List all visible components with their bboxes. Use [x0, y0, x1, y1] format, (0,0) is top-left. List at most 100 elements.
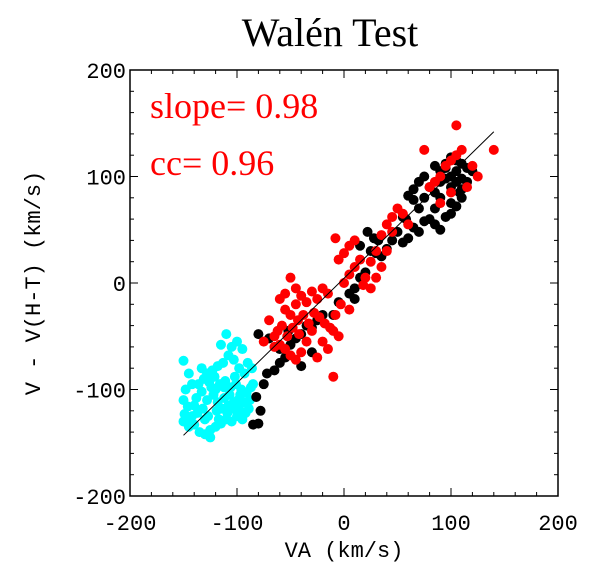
- data-point: [365, 283, 376, 294]
- data-point: [376, 230, 387, 241]
- data-point: [306, 286, 317, 297]
- y-tick-label: 0: [113, 273, 126, 298]
- data-point: [446, 187, 456, 198]
- data-point: [226, 341, 237, 352]
- data-point: [210, 384, 221, 395]
- data-point: [261, 368, 272, 379]
- data-point: [330, 309, 341, 320]
- x-tick-label: -100: [211, 512, 264, 537]
- data-point: [419, 144, 430, 155]
- data-point: [435, 171, 446, 182]
- data-point: [199, 414, 210, 425]
- data-point: [276, 320, 287, 331]
- data-point: [264, 315, 275, 326]
- data-point: [328, 371, 339, 382]
- data-point: [376, 262, 387, 273]
- data-point: [282, 331, 293, 342]
- data-point: [303, 318, 314, 329]
- cc-annotation: cc= 0.96: [150, 143, 274, 183]
- data-point: [258, 379, 269, 390]
- data-point: [488, 144, 499, 155]
- data-point: [180, 384, 191, 395]
- data-point: [446, 208, 456, 219]
- data-point: [456, 144, 467, 155]
- data-point: [462, 182, 473, 193]
- data-point: [371, 272, 382, 283]
- y-tick-label: -200: [73, 486, 126, 511]
- data-point: [344, 240, 355, 251]
- data-point: [290, 354, 301, 365]
- data-point: [419, 192, 430, 203]
- data-point: [330, 233, 341, 244]
- data-point: [322, 344, 333, 355]
- data-point: [413, 226, 424, 237]
- data-point: [335, 299, 346, 310]
- data-point: [358, 280, 369, 291]
- data-point: [317, 336, 328, 347]
- data-point: [213, 414, 224, 425]
- data-point: [349, 293, 360, 304]
- x-tick-label: 0: [337, 512, 350, 537]
- data-point: [196, 363, 207, 374]
- data-point: [403, 233, 414, 244]
- x-tick-label: 200: [538, 512, 578, 537]
- data-point: [435, 224, 446, 235]
- data-point: [381, 246, 392, 257]
- data-point: [251, 391, 262, 402]
- x-tick-label: 100: [431, 512, 471, 537]
- data-points: [178, 120, 499, 443]
- data-point: [349, 283, 360, 294]
- tick-labels: -200 -100 0 100 200 -200 -100 0 100 200: [73, 60, 578, 537]
- data-point: [301, 297, 312, 308]
- data-point: [413, 176, 424, 187]
- data-point: [344, 269, 355, 280]
- data-point: [403, 219, 414, 230]
- data-point: [280, 304, 291, 315]
- data-point: [451, 120, 462, 131]
- data-point: [333, 331, 344, 342]
- data-point: [224, 389, 235, 400]
- data-point: [312, 352, 323, 363]
- data-point: [255, 405, 266, 416]
- slope-annotation: slope= 0.98: [150, 86, 318, 126]
- data-point: [285, 272, 296, 283]
- data-point: [245, 382, 256, 393]
- y-tick-label: 100: [86, 167, 126, 192]
- data-point: [178, 355, 189, 366]
- data-point: [243, 403, 254, 414]
- data-point: [349, 262, 360, 273]
- data-point: [227, 403, 238, 414]
- fit-line: [183, 131, 495, 436]
- data-point: [290, 283, 301, 294]
- data-point: [258, 336, 269, 347]
- data-point: [306, 325, 317, 336]
- y-axis-label: V - V(H-T) (km/s): [22, 171, 47, 395]
- data-point: [178, 416, 189, 427]
- data-point: [365, 256, 376, 267]
- data-point: [339, 278, 349, 288]
- data-point: [219, 382, 230, 393]
- data-point: [312, 293, 323, 304]
- data-point: [362, 226, 373, 237]
- data-point: [274, 293, 285, 304]
- y-tick-label: -100: [73, 380, 126, 405]
- data-point: [290, 299, 301, 310]
- data-point: [205, 432, 216, 443]
- data-point: [368, 233, 379, 244]
- data-point: [234, 363, 245, 374]
- data-point: [355, 254, 366, 265]
- data-point: [229, 371, 240, 382]
- data-point: [387, 211, 398, 222]
- data-point: [202, 395, 213, 406]
- data-point: [301, 336, 312, 347]
- data-point: [223, 350, 234, 361]
- data-point: [371, 246, 382, 257]
- data-point: [467, 160, 478, 171]
- data-point: [454, 187, 465, 198]
- data-point: [387, 235, 398, 246]
- data-point: [408, 194, 419, 205]
- y-tick-label: 200: [86, 60, 126, 85]
- data-point: [413, 203, 424, 214]
- data-point: [287, 322, 298, 333]
